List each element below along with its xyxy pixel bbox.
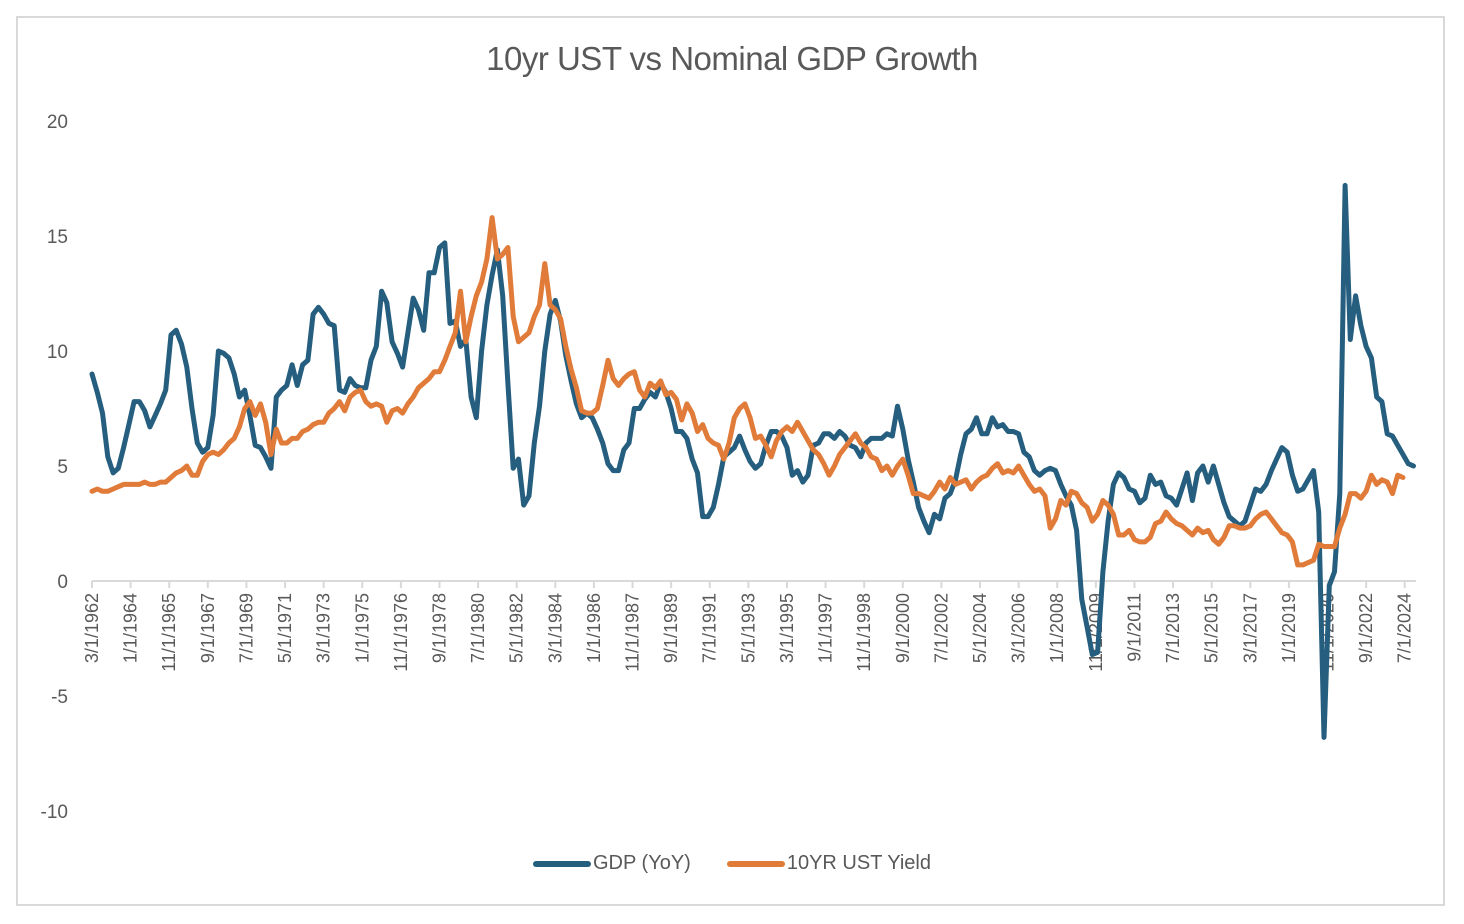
x-tick-label: 7/1/1980 — [468, 593, 488, 663]
series-group — [89, 182, 1416, 740]
x-tick-label: 3/1/1973 — [314, 593, 334, 663]
x-tick-label: 5/1/2004 — [970, 593, 990, 663]
x-tick-label: 1/1/1997 — [816, 593, 836, 663]
y-tick-label: 5 — [57, 457, 68, 478]
x-tick-label: 7/1/1991 — [700, 593, 720, 663]
x-tick-label: 1/1/2008 — [1047, 593, 1067, 663]
series-line-gdp — [89, 182, 1416, 740]
chart-title: 10yr UST vs Nominal GDP Growth — [486, 40, 978, 77]
x-tick-label: 5/1/1982 — [507, 593, 527, 663]
y-axis: 20 15 10 5 0 -5 -10 — [41, 112, 68, 823]
legend-swatch-ust — [726, 860, 785, 867]
x-tick-label: 3/1/2006 — [1009, 593, 1029, 663]
x-tick-label: 1/1/1975 — [352, 593, 372, 663]
x-tick-label: 9/1/2000 — [893, 593, 913, 663]
x-tick-label: 5/1/1971 — [275, 593, 295, 663]
x-tick-label: 9/1/1978 — [429, 593, 449, 663]
x-tick-label: 7/1/1969 — [236, 593, 256, 663]
legend-item-gdp[interactable]: GDP (YoY) — [533, 852, 691, 875]
legend-swatch-gdp — [533, 860, 591, 867]
x-tick-label: 3/1/1962 — [82, 593, 102, 663]
x-tick-label: 9/1/2022 — [1356, 593, 1376, 663]
legend-label-gdp: GDP (YoY) — [593, 852, 691, 874]
x-tick-label: 3/1/1984 — [545, 593, 565, 663]
x-tick-label: 1/1/2019 — [1279, 593, 1299, 663]
series-line-ust — [89, 215, 1406, 568]
x-tick-label: 3/1/2017 — [1240, 593, 1260, 663]
x-tick-label: 1/1/1964 — [121, 593, 141, 663]
x-tick-label: 3/1/1995 — [777, 593, 797, 663]
x-tick-label: 9/1/2011 — [1124, 593, 1144, 662]
x-tick-label: 5/1/1993 — [738, 593, 758, 663]
chart-frame — [16, 16, 1445, 906]
x-tick-label: 11/1/1976 — [391, 593, 411, 672]
legend-label-ust: 10YR UST Yield — [786, 852, 931, 874]
x-tick-label: 11/1/1987 — [623, 593, 643, 672]
y-tick-label: 0 — [57, 572, 68, 593]
y-tick-label: 15 — [47, 227, 68, 248]
x-tick-label: 11/1/1965 — [159, 593, 179, 672]
y-tick-label: -5 — [51, 687, 68, 708]
legend-item-ust[interactable]: 10YR UST Yield — [726, 852, 931, 875]
legend: GDP (YoY) 10YR UST Yield — [0, 852, 1464, 875]
y-tick-label: 10 — [47, 342, 68, 363]
x-tick-label: 9/1/1989 — [661, 593, 681, 663]
x-tick-label: 5/1/2015 — [1202, 593, 1222, 663]
y-tick-label: 20 — [47, 112, 68, 133]
y-tick-label: -10 — [41, 802, 68, 823]
x-tick-label: 1/1/1986 — [584, 593, 604, 663]
x-tick-label: 7/1/2024 — [1395, 593, 1415, 663]
x-axis: 3/1/1962 1/1/1964 11/1/1965 9/1/1967 7/1/196… — [82, 580, 1416, 672]
x-tick-label: 7/1/2013 — [1163, 593, 1183, 663]
x-tick-label: 9/1/1967 — [198, 593, 218, 663]
x-tick-label: 11/1/1998 — [854, 593, 874, 672]
x-tick-label: 7/1/2002 — [931, 593, 951, 663]
